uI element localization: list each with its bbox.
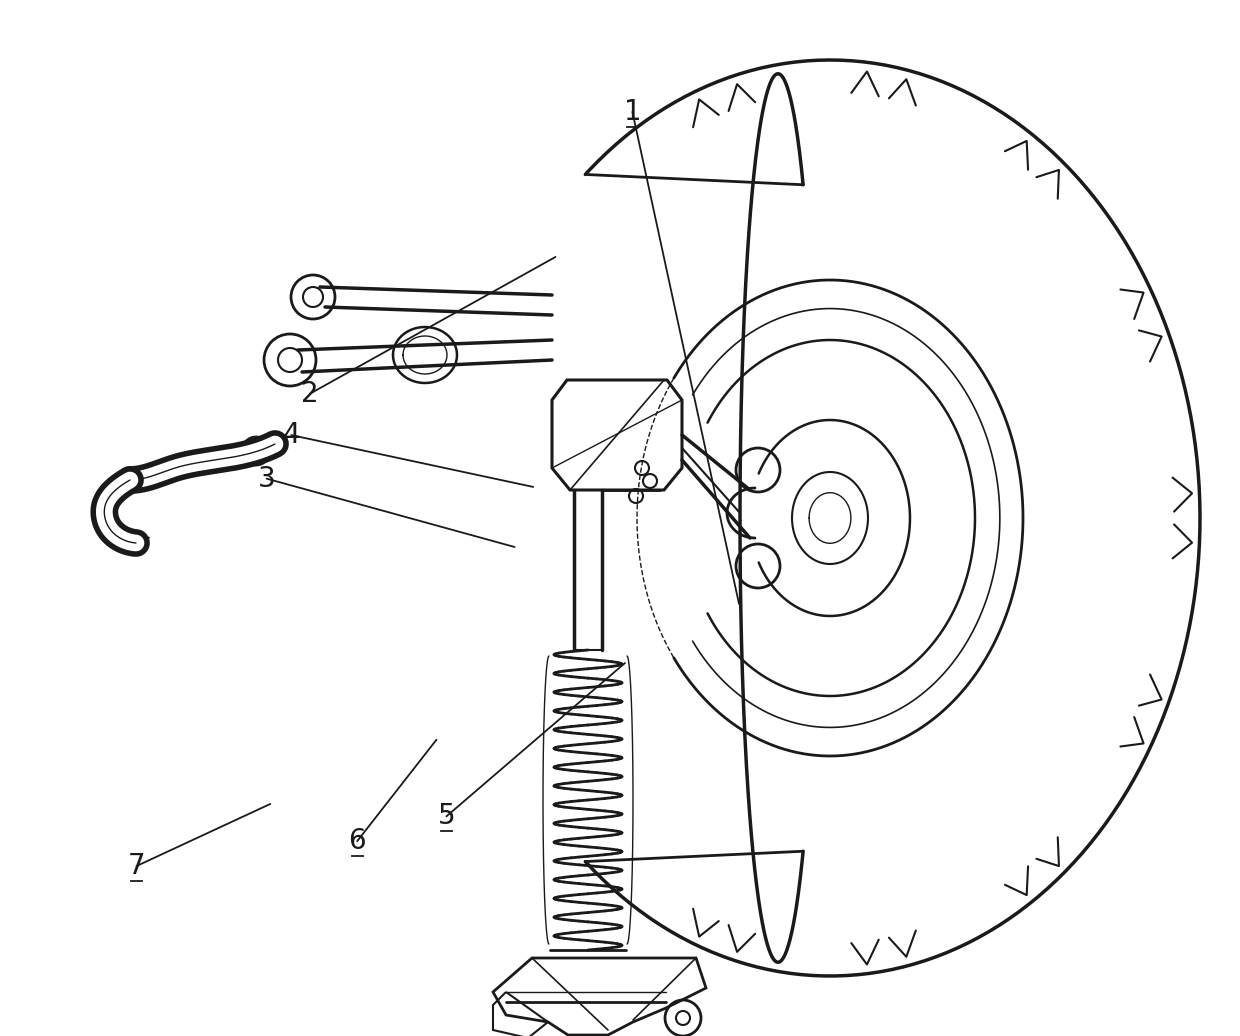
Text: 1: 1	[624, 97, 641, 126]
Text: 3: 3	[258, 464, 275, 493]
Text: 7: 7	[128, 852, 145, 881]
Text: 6: 6	[348, 827, 366, 856]
Text: 5: 5	[438, 802, 455, 831]
Text: 4: 4	[283, 421, 300, 450]
Text: 2: 2	[301, 379, 319, 408]
Polygon shape	[130, 534, 148, 546]
